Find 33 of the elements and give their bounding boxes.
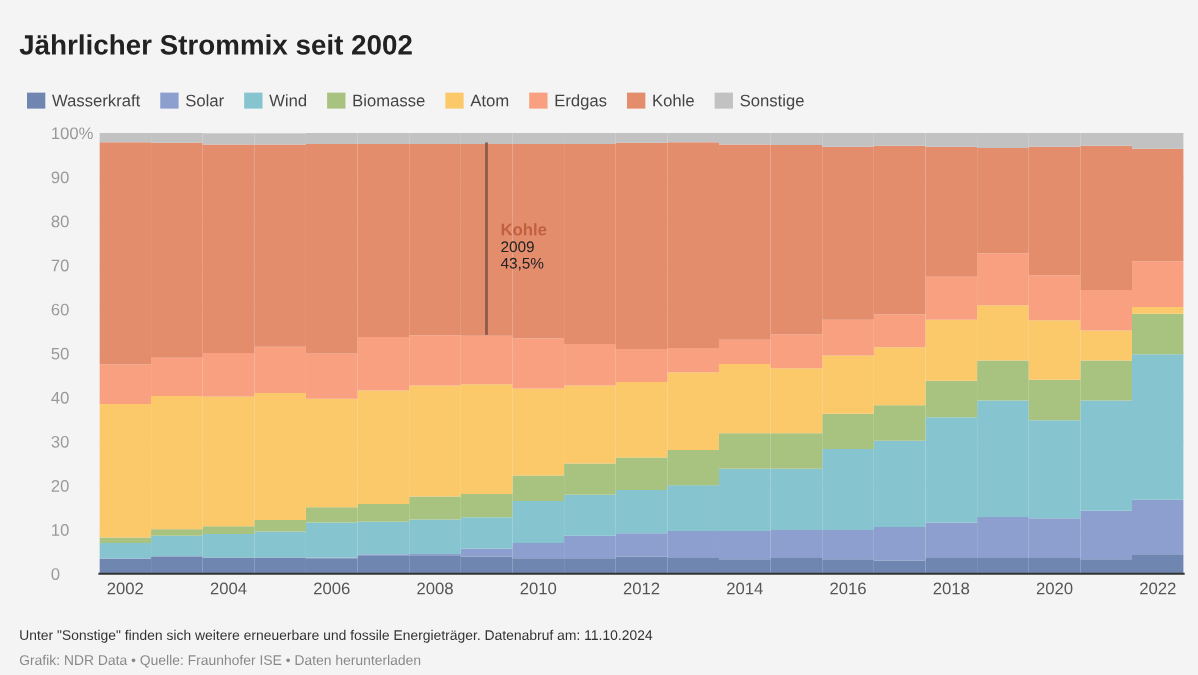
y-tick-label: 20 — [51, 480, 69, 492]
chart-title: Jährlicher Strommix seit 2002 — [19, 34, 412, 55]
x-tick-label: 2020 — [1036, 582, 1073, 595]
text: Unter "Sonstige" finden sich weitere erneuerbare und fossile Energieträger. Datenabruf am: 11.10.2024 — [20, 629, 653, 643]
legend-label: Atom — [470, 94, 509, 107]
x-tick-label: 2002 — [107, 582, 143, 595]
legend-label: Erdgas — [555, 94, 607, 110]
y-tick-label: 10 — [52, 524, 69, 536]
legend-label: Biomasse — [353, 94, 425, 107]
x-tick-label: 2010 — [520, 582, 557, 595]
y-tick-label: 80 — [51, 215, 69, 228]
x-tick-label: 2012 — [623, 582, 660, 595]
x-tick-label: 2006 — [314, 582, 350, 595]
x-tick-label: 2016 — [830, 582, 866, 595]
x-tick-label: 2014 — [727, 582, 763, 595]
legend-label: Solar — [186, 94, 224, 107]
legend-label: Wind — [269, 94, 307, 107]
text: Grafik: NDR Data • Quelle: Fraunhofer ISE • Daten herunterladen — [19, 654, 421, 668]
y-tick-label: 50 — [51, 347, 69, 360]
y-tick-label: 90 — [51, 171, 69, 184]
y-tick-label: 70 — [51, 259, 69, 272]
y-tick-label: 60 — [51, 303, 69, 316]
y-tick-label: 40 — [51, 391, 69, 404]
legend-label: Kohle — [653, 94, 694, 107]
x-tick-label: 2004 — [210, 582, 247, 595]
x-tick-label: 2022 — [1140, 582, 1176, 595]
x-tick-label: 2008 — [417, 582, 453, 595]
y-tick-label: 100% — [52, 127, 93, 140]
legend-label: Sonstige — [740, 94, 804, 110]
y-tick-label: 30 — [51, 435, 69, 448]
y-tick-label: 0 — [51, 568, 60, 580]
legend-label: Wasserkraft — [52, 94, 141, 107]
x-tick-label: 2018 — [933, 582, 970, 595]
